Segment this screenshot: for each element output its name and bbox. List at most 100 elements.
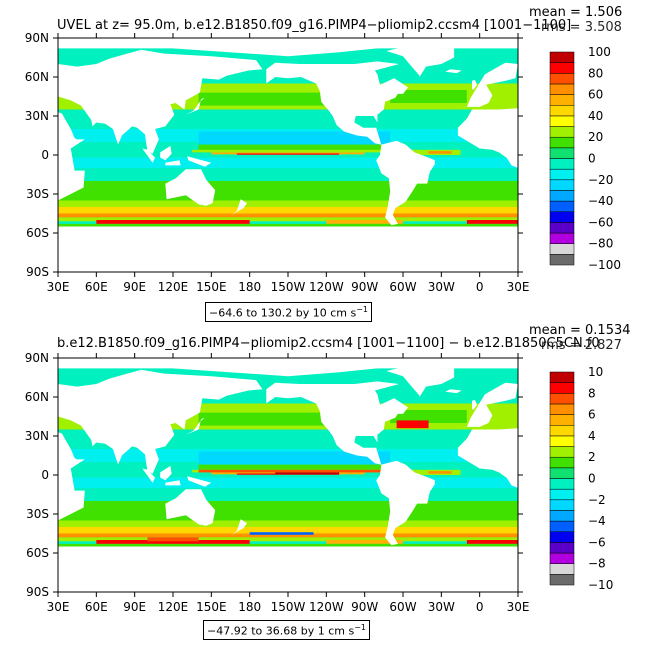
colorbar-swatch bbox=[549, 222, 575, 234]
lat-label: 60N bbox=[25, 70, 49, 84]
velocity-band bbox=[396, 420, 429, 429]
colorbar-label: −6 bbox=[588, 535, 606, 549]
lon-label: 0 bbox=[476, 280, 484, 294]
colorbar-swatch bbox=[549, 478, 575, 490]
velocity-band bbox=[390, 90, 467, 103]
land-polygon bbox=[160, 145, 172, 161]
velocity-band bbox=[211, 152, 365, 155]
colorbar-swatch bbox=[549, 211, 575, 223]
lat-label: 90N bbox=[25, 351, 49, 365]
lon-label: 90W bbox=[351, 600, 378, 614]
colorbar-swatch bbox=[549, 115, 575, 127]
colorbar-swatch bbox=[549, 254, 575, 266]
colorbar-label: 8 bbox=[588, 386, 596, 400]
lon-label: 60E bbox=[85, 280, 108, 294]
velocity-band bbox=[58, 543, 518, 547]
land-polygon bbox=[445, 69, 462, 74]
colorbar: 100 80 60 40 20 0 −20 −40 −60 −80 −100 bbox=[549, 45, 621, 272]
lon-label: 90W bbox=[351, 280, 378, 294]
land-polygon bbox=[472, 399, 478, 410]
colorbar-swatch bbox=[549, 488, 575, 501]
velocity-band bbox=[58, 501, 518, 521]
velocity-band bbox=[326, 540, 403, 544]
colorbar-swatch bbox=[549, 531, 575, 543]
land-polygon bbox=[58, 226, 518, 272]
colorbar-label: 80 bbox=[588, 66, 603, 80]
contour-range-box: −47.92 to 36.68 by 1 cm s−1 bbox=[203, 620, 371, 640]
lon-label: 150E bbox=[196, 280, 227, 294]
colorbar-label: 4 bbox=[588, 429, 596, 443]
colorbar-label: 6 bbox=[588, 408, 596, 422]
colorbar-label: −40 bbox=[588, 194, 613, 208]
map-figure: 90N 60N 30N 0 30S 60S 90S 30E 60E 90E 120E 150E 180… bbox=[25, 31, 621, 294]
longitude-axis: 30E 60E 90E 120E 150E 180 150W 120W 90W 60W 30W 0 30… bbox=[47, 33, 530, 294]
lon-label: 30E bbox=[507, 280, 530, 294]
colorbar-swatch bbox=[549, 499, 575, 511]
colorbar-swatch bbox=[549, 62, 575, 74]
colorbar-swatch bbox=[549, 126, 575, 138]
colorbar-swatch bbox=[549, 243, 575, 255]
unit-exponent: −1 bbox=[354, 623, 367, 632]
contour-range-text: −64.6 to 130.2 by 10 cm s bbox=[209, 306, 357, 320]
panel-bottom: b.e12.B1850.f09_g16.PIMP4−pliomip2.ccsm4… bbox=[0, 320, 647, 643]
lat-label: 30S bbox=[26, 507, 49, 521]
lon-label: 120E bbox=[158, 600, 189, 614]
lon-label: 150W bbox=[271, 600, 306, 614]
mean-value: mean = 0.1534 bbox=[529, 323, 631, 338]
lon-label: 0 bbox=[476, 600, 484, 614]
colorbar-label: 0 bbox=[588, 152, 596, 166]
colorbar-label: 40 bbox=[588, 109, 603, 123]
lat-label: 30S bbox=[26, 187, 49, 201]
velocity-band bbox=[58, 200, 518, 207]
colorbar-swatch bbox=[549, 371, 575, 383]
colorbar-swatch bbox=[549, 382, 575, 394]
panel-top: UVEL at z= 95.0m, b.e12.B1850.f09_g16.PI… bbox=[0, 0, 647, 323]
lat-label: 0 bbox=[41, 468, 49, 482]
colorbar-swatch bbox=[549, 456, 575, 469]
map-title: b.e12.B1850.f09_g16.PIMP4−pliomip2.ccsm4… bbox=[57, 336, 600, 351]
land-polygon bbox=[185, 417, 205, 435]
velocity-band bbox=[390, 410, 467, 423]
mean-value: mean = 1.506 bbox=[529, 5, 623, 20]
colorbar-swatch bbox=[549, 393, 575, 405]
longitude-axis: 30E 60E 90E 120E 150E 180 150W 120W 90W 60W 30W 0 30… bbox=[47, 353, 529, 614]
lat-label: 90S bbox=[26, 265, 49, 279]
colorbar-swatch bbox=[549, 510, 575, 522]
lat-label: 90N bbox=[25, 31, 49, 45]
lon-label: 150E bbox=[196, 600, 227, 614]
lon-label: 60W bbox=[389, 600, 416, 614]
lon-label: 90E bbox=[123, 600, 146, 614]
velocity-band bbox=[58, 207, 518, 214]
velocity-band bbox=[466, 220, 518, 224]
lon-label: 90E bbox=[123, 280, 146, 294]
lon-label: 60W bbox=[389, 280, 416, 294]
lon-label: 150W bbox=[271, 280, 306, 294]
map-plot-area bbox=[57, 37, 519, 273]
contour-range-text: −47.92 to 36.68 by 1 cm s bbox=[207, 624, 355, 638]
lon-label: 180 bbox=[238, 280, 261, 294]
map-title: UVEL at z= 95.0m, b.e12.B1850.f09_g16.PI… bbox=[57, 18, 572, 33]
velocity-band bbox=[58, 157, 518, 168]
lat-label: 30N bbox=[25, 109, 49, 123]
rms-value: rms = 2.827 bbox=[541, 338, 622, 353]
colorbar-label: 60 bbox=[588, 88, 603, 102]
colorbar-swatch bbox=[549, 467, 575, 479]
land-polygon bbox=[266, 61, 409, 145]
unit-exponent: −1 bbox=[356, 305, 369, 314]
velocity-band bbox=[58, 181, 518, 201]
colorbar-swatch bbox=[549, 51, 575, 63]
velocity-band bbox=[198, 469, 391, 473]
colorbar-label: −60 bbox=[588, 215, 613, 229]
colorbar-label: −8 bbox=[588, 557, 606, 571]
velocity-band bbox=[58, 537, 518, 542]
lon-label: 30W bbox=[428, 600, 455, 614]
lon-label: 30W bbox=[428, 280, 455, 294]
velocity-band bbox=[96, 540, 250, 544]
colorbar-label: −80 bbox=[588, 237, 613, 251]
velocity-band bbox=[275, 472, 340, 475]
colorbar-swatch bbox=[549, 574, 575, 586]
velocity-band bbox=[236, 153, 340, 155]
land-polygon bbox=[142, 148, 156, 163]
land-mask bbox=[58, 38, 518, 272]
land-polygon bbox=[58, 546, 518, 592]
